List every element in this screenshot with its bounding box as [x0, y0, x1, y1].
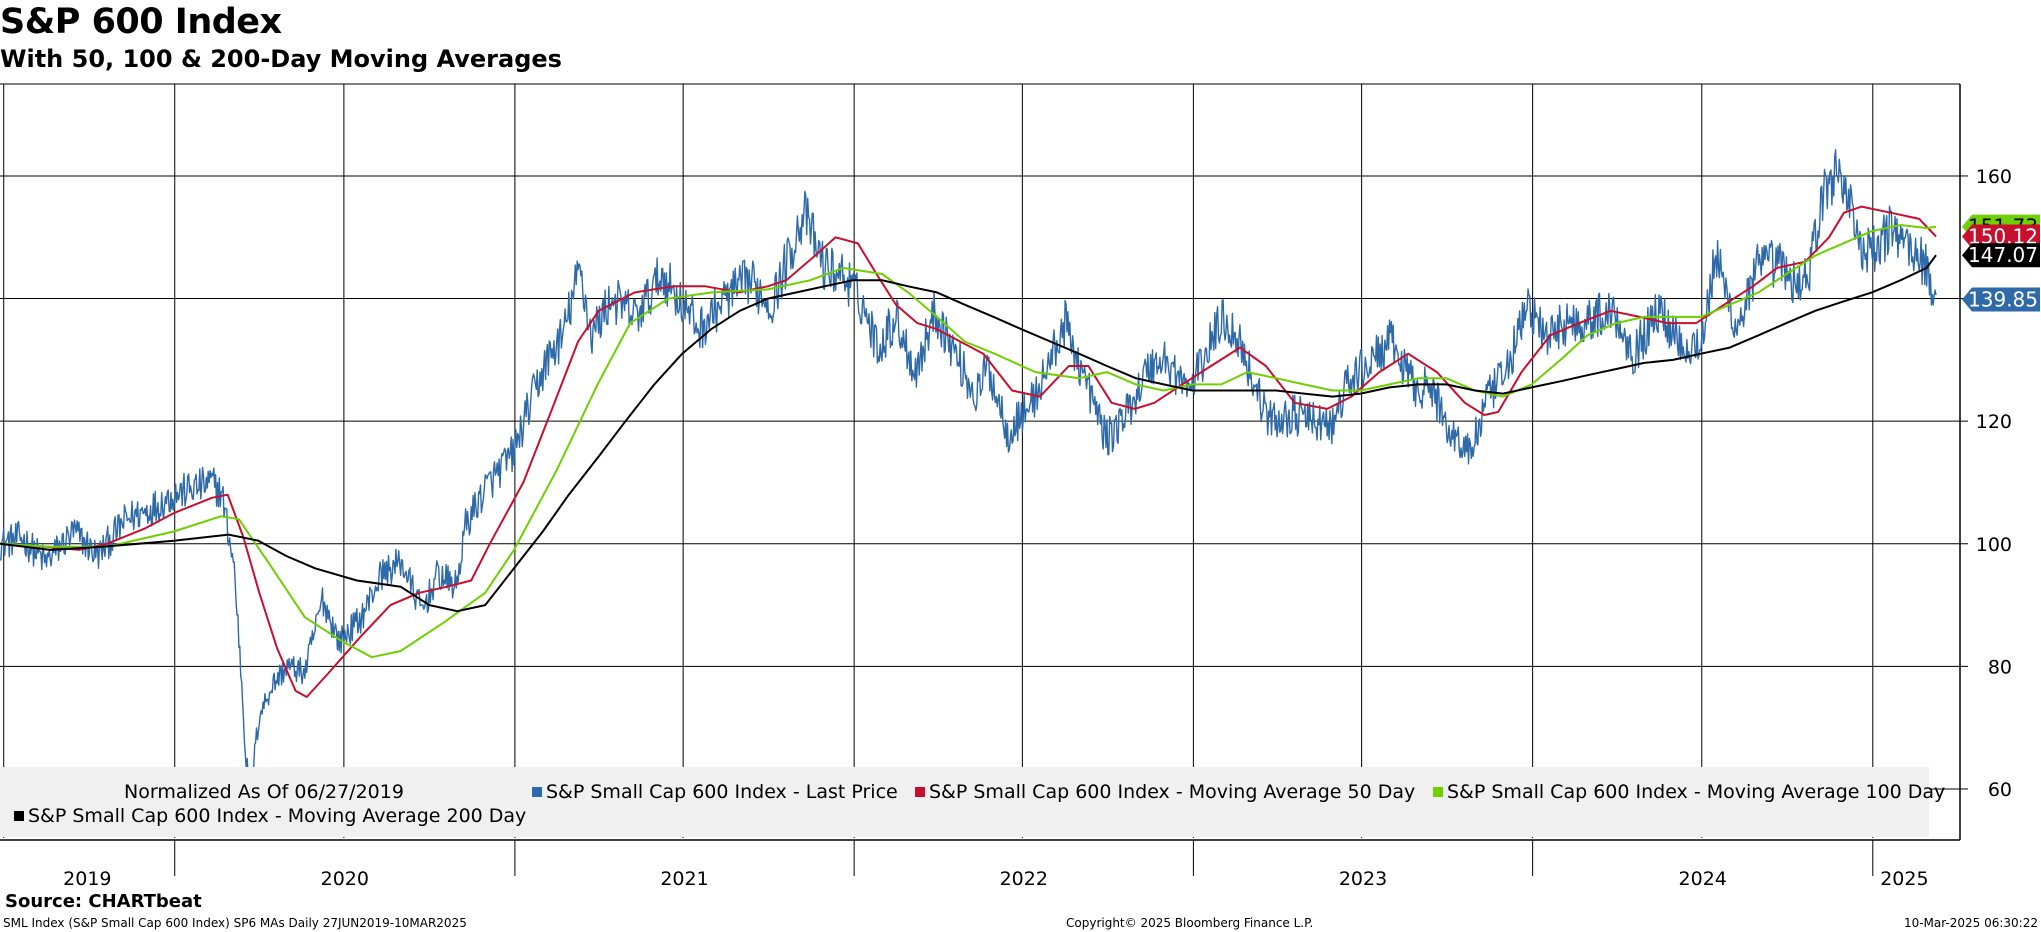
legend-swatch — [532, 787, 542, 797]
legend-swatch — [14, 811, 24, 821]
chart-subtitle: With 50, 100 & 200-Day Moving Averages — [0, 45, 562, 73]
legend-title: Normalized As Of 06/27/2019 — [124, 781, 404, 803]
x-tick-label-year: 2024 — [1679, 868, 1727, 890]
y-tick-label: 60 — [1988, 779, 2012, 801]
y-tick-label: 160 — [1976, 166, 2012, 188]
legend-label: S&P Small Cap 600 Index - Moving Average… — [28, 805, 526, 827]
legend-swatch — [1433, 787, 1443, 797]
chart-title: S&P 600 Index — [0, 2, 282, 42]
footer-timestamp: 10-Mar-2025 06:30:22 — [1903, 916, 2038, 930]
last-value-tag — [1962, 224, 2040, 249]
legend-swatch — [915, 787, 925, 797]
y-tick-label: 120 — [1976, 411, 2012, 433]
legend-label: S&P Small Cap 600 Index - Moving Average… — [929, 781, 1415, 803]
series-layer — [0, 149, 1937, 781]
footer-copyright: Copyright© 2025 Bloomberg Finance L.P. — [1066, 916, 1314, 930]
x-tick-label-year: 2021 — [660, 868, 708, 890]
series-line — [0, 254, 1937, 613]
source-note: Source: CHARTbeat — [5, 891, 202, 912]
footer-series-info: SML Index (S&P Small Cap 600 Index) SP6 … — [3, 916, 467, 930]
legend: Normalized As Of 06/27/2019 S&P Small Cap… — [0, 767, 1945, 837]
x-tick-label-year: 2025 — [1880, 868, 1928, 890]
legend-box — [0, 767, 1929, 837]
x-tick-label-year: 2019 — [63, 868, 111, 890]
axes: 6080100120140160201920202021202220232024… — [0, 83, 2012, 890]
legend-label: S&P Small Cap 600 Index - Last Price — [546, 781, 898, 803]
legend-label: S&P Small Cap 600 Index - Moving Average… — [1447, 781, 1945, 803]
series-line — [0, 205, 1937, 698]
y-tick-label: 100 — [1976, 534, 2012, 556]
x-tick-label-year: 2020 — [321, 868, 369, 890]
y-tick-label: 80 — [1988, 656, 2012, 678]
series-line — [0, 149, 1937, 781]
grid — [0, 84, 1960, 838]
last-value-tag — [1962, 287, 2040, 312]
last-value-label: 147.07 — [1968, 243, 2038, 267]
last-value-label: 139.85 — [1968, 287, 2038, 311]
last-value-tag — [1962, 243, 2040, 268]
series-line — [0, 224, 1937, 659]
x-tick-label-year: 2022 — [1000, 868, 1048, 890]
x-tick-label-year: 2023 — [1339, 868, 1387, 890]
